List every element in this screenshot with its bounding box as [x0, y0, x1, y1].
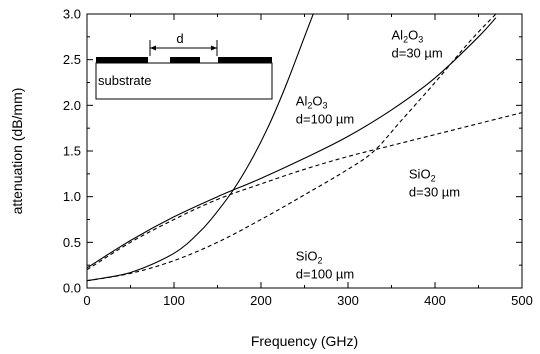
annotation-material: Al2O3: [392, 28, 424, 45]
x-tick-label: 0: [83, 293, 90, 308]
plot-frame: [86, 13, 523, 289]
substrate-label: substrate: [98, 73, 151, 88]
y-tick-label: 0.5: [63, 235, 81, 250]
y-tick-label: 2.5: [63, 52, 81, 67]
series-line-sio2-100um: [87, 14, 497, 282]
x-tick-label: 300: [337, 293, 359, 308]
gap-arrow-left: [150, 45, 156, 51]
gap-arrow-right: [211, 45, 217, 51]
annotation-gap: d=100 µm: [296, 111, 354, 126]
annotation-material: SiO2: [409, 166, 436, 183]
annotation-gap: d=100 µm: [296, 267, 354, 282]
inset-substrate-diagram: d substrate: [95, 31, 273, 100]
y-tick-label: 1.0: [63, 189, 81, 204]
y-tick-label: 3.0: [63, 7, 81, 22]
annotation-gap: d=30 µm: [409, 184, 460, 199]
y-axis-ticks: 0.0 0.5 1.0 1.5 2.0 2.5 3.0: [63, 7, 522, 296]
annotation-material: SiO2: [296, 249, 323, 266]
y-tick-label: 2.0: [63, 98, 81, 113]
series-line-sio2-30um: [87, 112, 522, 271]
y-tick-label: 0.0: [63, 281, 81, 296]
annotation-material: Al2O3: [296, 93, 328, 110]
x-axis-label: Frequency (GHz): [251, 333, 358, 349]
substrate-block: [95, 62, 273, 100]
conductor-right: [218, 57, 272, 63]
y-tick-label: 1.5: [63, 144, 81, 159]
annotation-gap: d=30 µm: [392, 46, 443, 61]
x-axis-ticks: 0 100 200 300 400 500: [83, 14, 533, 308]
series-line-al2o3-30um: [87, 17, 497, 269]
conductor-left: [96, 57, 148, 63]
series-lines: [87, 14, 522, 282]
x-tick-label: 500: [511, 293, 533, 308]
x-tick-label: 200: [250, 293, 272, 308]
y-axis-label: attenuation (dB/mm): [9, 88, 25, 215]
x-tick-label: 100: [163, 293, 185, 308]
series-line-al2o3-100um: [87, 14, 314, 282]
x-tick-label: 400: [424, 293, 446, 308]
gap-label: d: [176, 31, 183, 46]
conductor-center: [170, 57, 200, 63]
